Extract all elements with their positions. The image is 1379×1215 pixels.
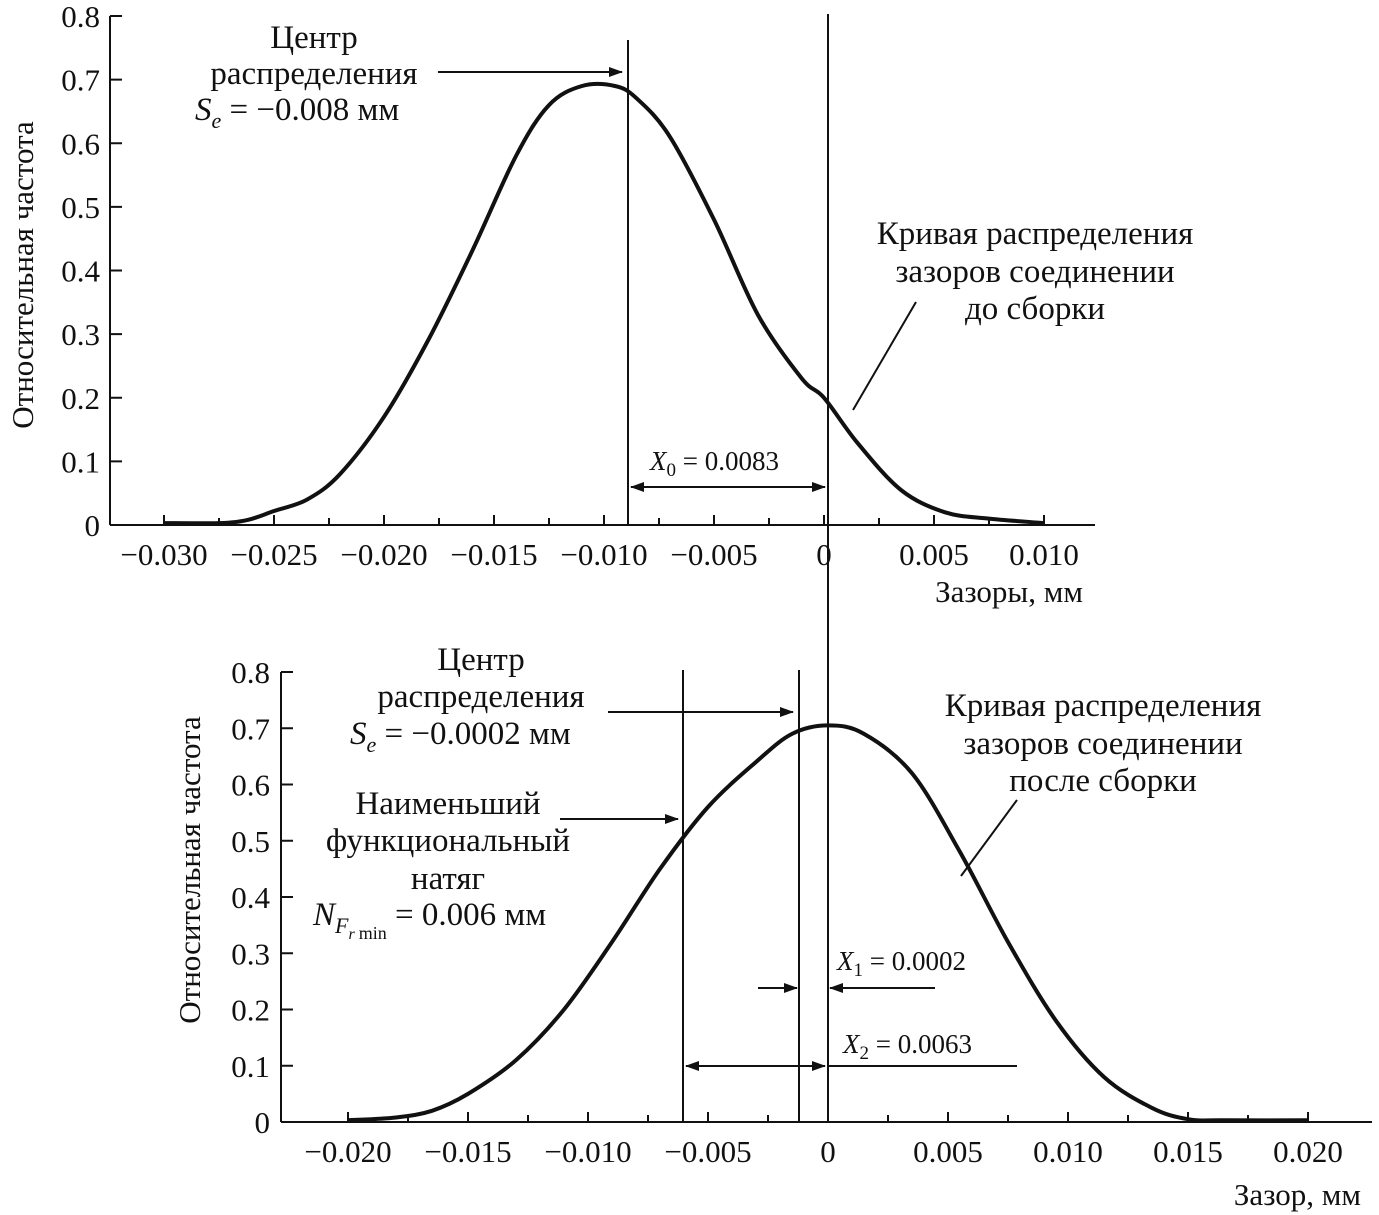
x-tick-label: −0.010 — [544, 1134, 631, 1169]
x-tick-label: 0.005 — [899, 537, 969, 572]
x-tick-label: 0.010 — [1033, 1134, 1103, 1169]
y-tick-label: 0.3 — [61, 317, 100, 352]
y-tick-label: 0.8 — [231, 655, 270, 690]
y-tick-label: 0.6 — [231, 768, 270, 803]
y-tick-label: 0.7 — [231, 711, 270, 746]
x-axis-label-bottom: Зазор, мм — [1234, 1177, 1361, 1212]
chart-after-assembly: −0.020 −0.015 −0.010 −0.005 0 0.005 0.010 0.015… — [172, 642, 1372, 1212]
y-tick-label: 0.6 — [61, 126, 100, 161]
curve-label-line1-top: Кривая распределения — [877, 216, 1194, 252]
x-tick-label: −0.005 — [664, 1134, 751, 1169]
x-tick-label: −0.015 — [424, 1134, 511, 1169]
y-tick-label: 0.4 — [231, 880, 270, 915]
y-tick-label: 0.2 — [231, 993, 270, 1028]
center-label-line1-bottom: Центр — [437, 642, 524, 678]
y-tick-label: 0.2 — [61, 381, 100, 416]
x0-label: X0 = 0.0083 — [649, 446, 779, 481]
center-value-bottom: Se = −0.0002 мм — [350, 716, 571, 757]
curve-label-line2-top: зазоров соединении — [895, 254, 1174, 290]
curve-label-line3-top: до сборки — [965, 291, 1105, 327]
x-tick-label: −0.010 — [560, 537, 647, 572]
y-axis-label-bottom: Относительная частота — [172, 716, 207, 1024]
x-tick-label: −0.020 — [304, 1134, 391, 1169]
distribution-curve-after-assembly — [347, 723, 1309, 1123]
x-tick-label: 0.010 — [1009, 537, 1079, 572]
x1-label: X1 = 0.0002 — [836, 946, 966, 981]
center-value-top: Se = −0.008 мм — [195, 92, 399, 133]
center-label-line2-bottom: распределения — [377, 679, 584, 715]
curve-label-line2-bottom: зазоров соединении — [963, 726, 1242, 762]
x-tick-label: 0.015 — [1153, 1134, 1223, 1169]
y-axis-label-top: Относительная частота — [5, 121, 40, 429]
nf-label-line1: Наименьший — [355, 786, 540, 822]
curve-label-line3-bottom: после сборки — [1009, 763, 1197, 799]
x-tick-label: −0.005 — [670, 537, 757, 572]
y-tick-label: 0.3 — [231, 936, 270, 971]
y-tick-label: 0 — [255, 1105, 271, 1140]
chart-before-assembly: −0.030 −0.025 −0.020 −0.015 −0.010 −0.005 0 0.0… — [5, 0, 1193, 609]
x-axis-label-top: Зазоры, мм — [935, 574, 1083, 609]
x-tick-label: −0.020 — [340, 537, 427, 572]
x-tick-label: −0.015 — [450, 537, 537, 572]
y-tick-label: 0.4 — [61, 254, 100, 289]
curve-label-leader-bottom — [960, 799, 1018, 877]
curve-label-line1-bottom: Кривая распределения — [945, 688, 1262, 724]
y-tick-label: 0.1 — [61, 444, 100, 479]
y-tick-label: 0.5 — [61, 190, 100, 225]
curve-label-leader-top — [852, 301, 917, 411]
x-tick-label: −0.025 — [230, 537, 317, 572]
center-label-line1-top: Центр — [270, 20, 357, 56]
x-tick-label: 0.020 — [1273, 1134, 1343, 1169]
nf-label-line2: функциональный — [326, 823, 570, 859]
x-tick-label: −0.030 — [120, 537, 207, 572]
x-tick-label: 0 — [816, 537, 832, 572]
y-tick-label: 0.1 — [231, 1049, 270, 1084]
nf-value: NFr min = 0.006 мм — [312, 897, 546, 943]
distribution-curve-before-assembly — [163, 82, 1045, 526]
center-label-line2-top: распределения — [210, 56, 417, 92]
nf-label-line3: натяг — [411, 861, 485, 897]
x-tick-label: 0 — [820, 1134, 836, 1169]
x2-label: X2 = 0.0063 — [842, 1029, 972, 1064]
y-tick-label: 0 — [85, 508, 101, 543]
y-tick-label: 0.8 — [61, 0, 100, 34]
y-tick-label: 0.5 — [231, 824, 270, 859]
x-tick-label: 0.005 — [913, 1134, 983, 1169]
y-tick-label: 0.7 — [61, 63, 100, 98]
